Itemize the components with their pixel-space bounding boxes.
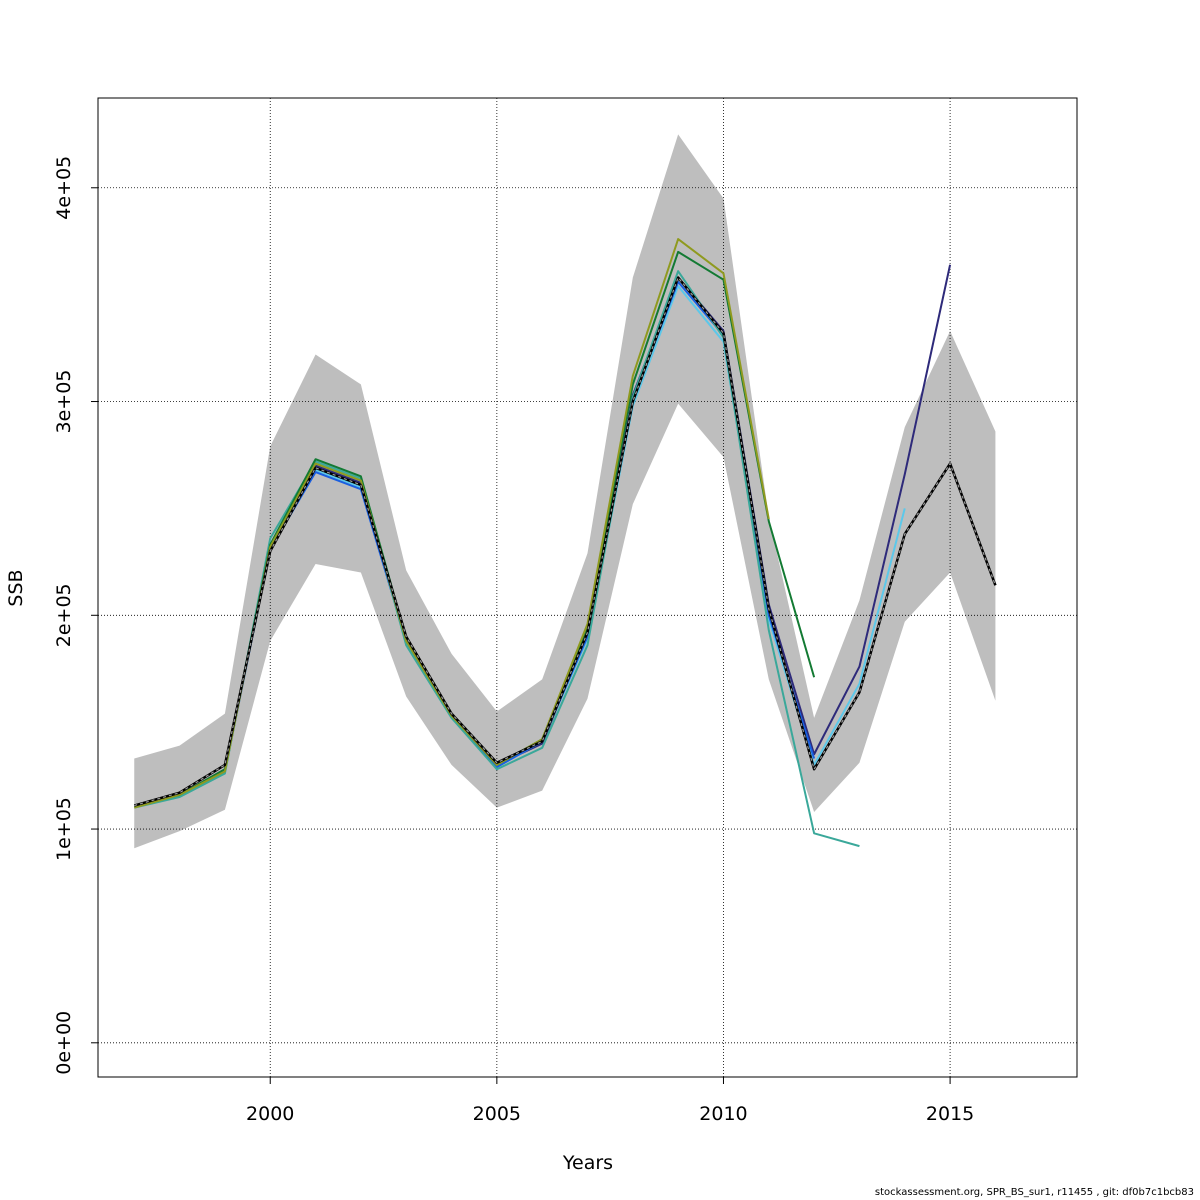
footer-credit: stockassessment.org, SPR_BS_sur1, r11455… [874, 1187, 1194, 1198]
y-tick-label: 2e+05 [53, 583, 75, 647]
confidence-band-layer [134, 134, 996, 849]
x-tick-label: 2005 [473, 1103, 521, 1125]
x-tick-label: 2015 [926, 1103, 974, 1125]
x-tick-label: 2010 [699, 1103, 747, 1125]
series-line-dash [134, 276, 996, 807]
x-tick-label: 2000 [246, 1103, 294, 1125]
series-layer [133, 238, 997, 848]
y-tick-label: 4e+05 [53, 156, 75, 220]
grid-layer [98, 98, 1077, 1077]
y-tick-label: 1e+05 [53, 797, 75, 861]
plot-frame [97, 97, 1078, 1078]
y-tick-label: 0e+00 [53, 1011, 75, 1075]
confidence-band [134, 134, 996, 849]
axis-layer: 2000 2005 2010 2015 0e+00 1e+05 2e+05 3e+05 4e+0… [53, 156, 974, 1125]
y-tick-label: 3e+05 [53, 370, 75, 434]
y-axis-label: SSB [5, 569, 27, 606]
x-axis-label: Years [562, 1152, 613, 1174]
